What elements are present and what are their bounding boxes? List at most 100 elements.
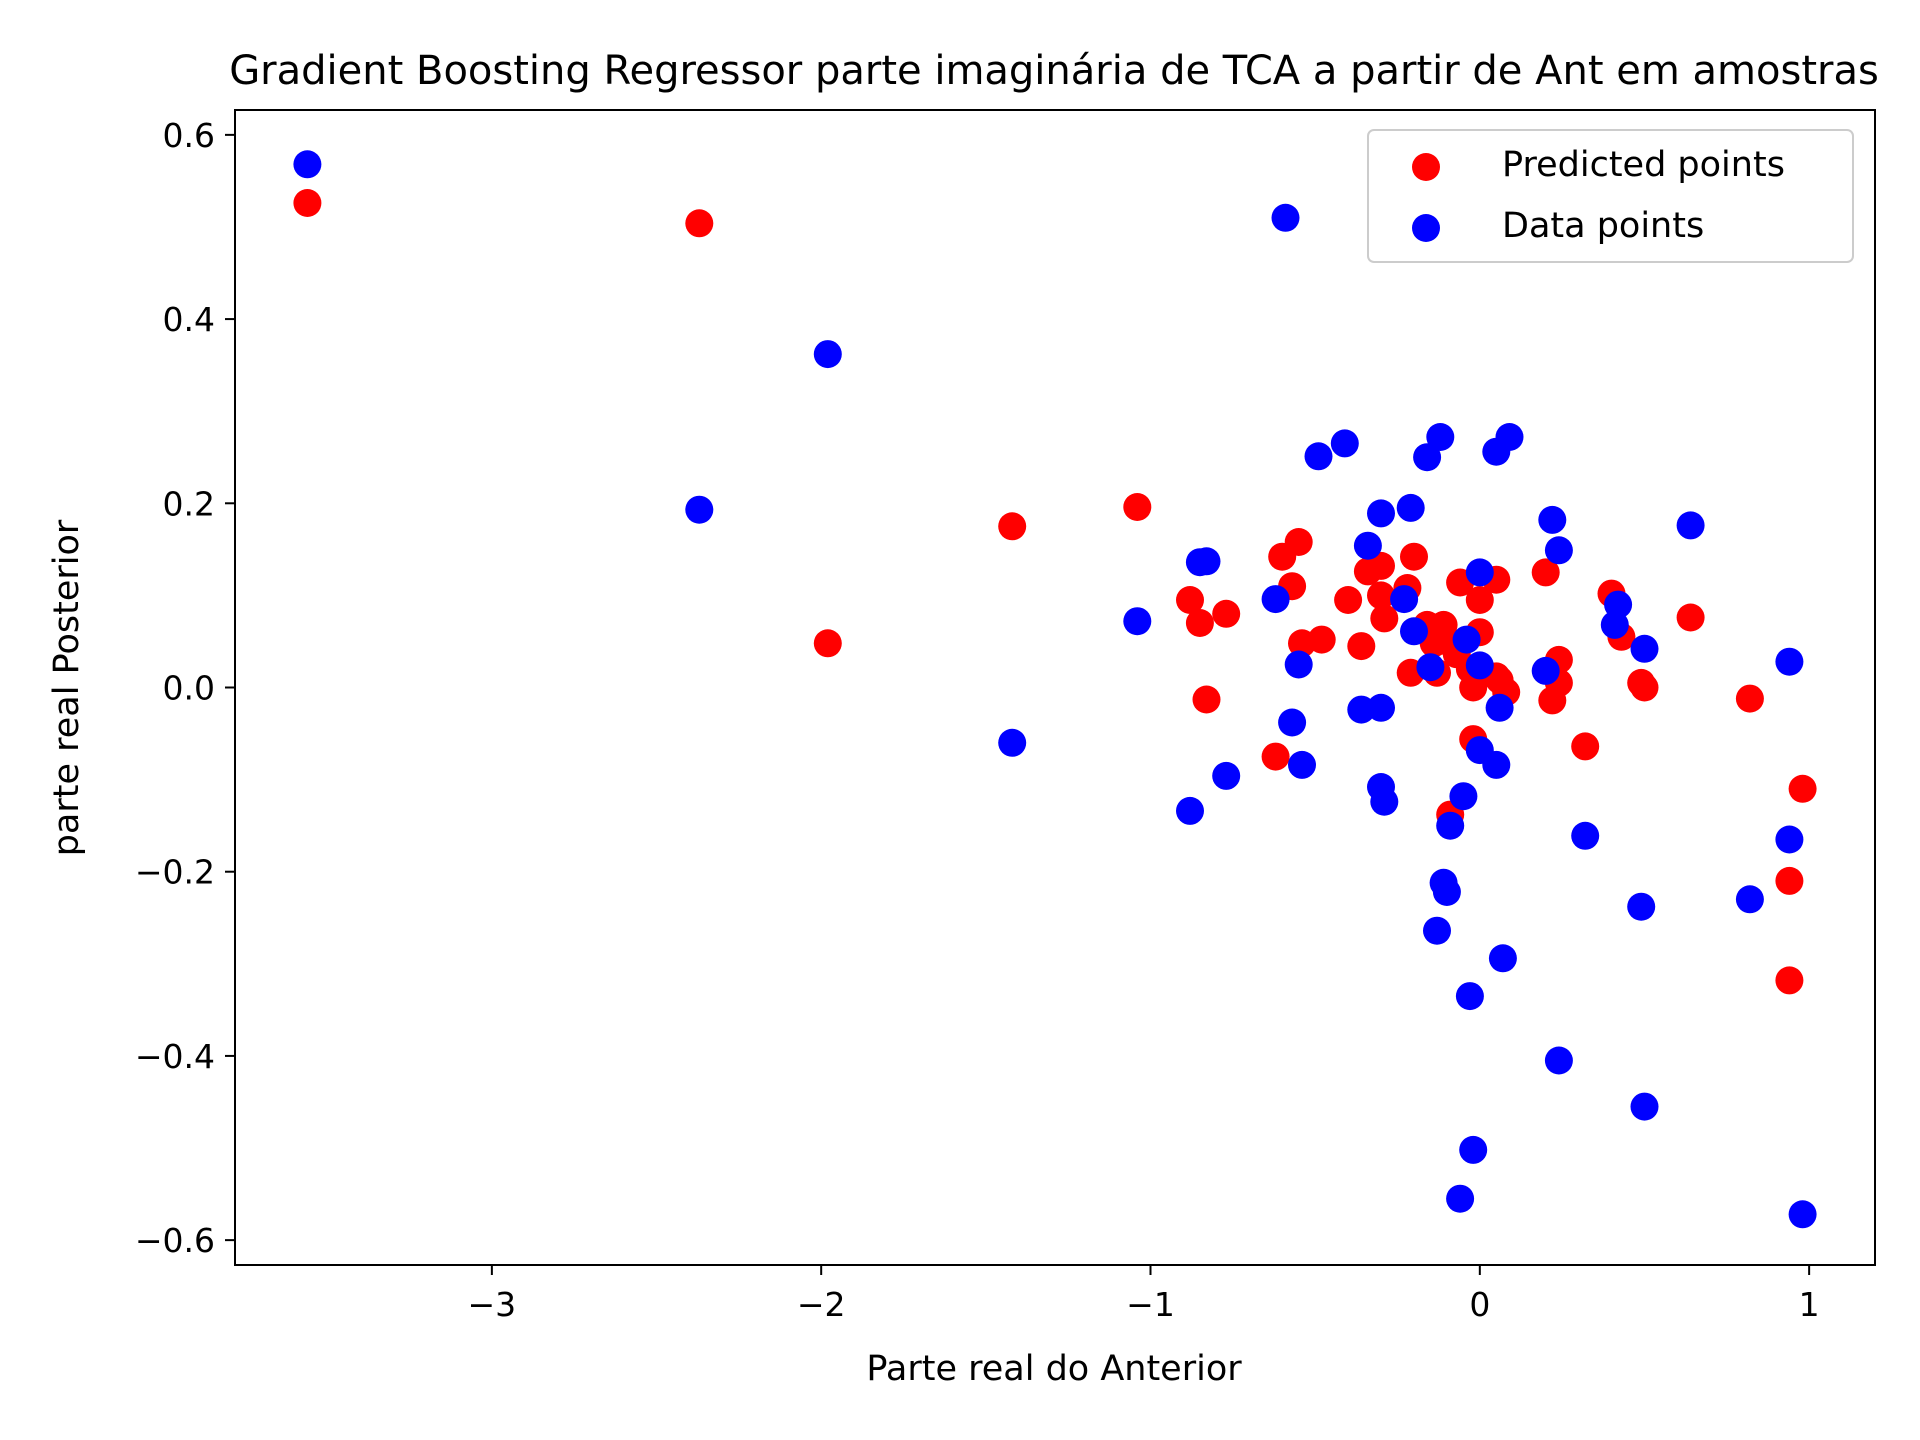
predicted-point-3 [998, 512, 1027, 541]
data-point-32 [1446, 1184, 1475, 1213]
data-point-9 [1261, 585, 1290, 614]
data-point-44 [1495, 423, 1524, 451]
data-point-17 [1353, 531, 1382, 560]
predicted-point-34 [1459, 673, 1488, 702]
predicted-point-35 [1465, 586, 1494, 614]
legend-box [1367, 129, 1854, 263]
x-axis-ticks: −3 −2 −1 0 1 [468, 1265, 1820, 1324]
data-point-21 [1370, 787, 1399, 816]
predicted-point-22 [1400, 542, 1428, 571]
predicted-point-18 [1367, 551, 1395, 580]
data-point-8 [1212, 761, 1241, 790]
data-point-49 [1571, 821, 1600, 850]
y-tick-label-2: 0.2 [163, 484, 215, 523]
data-point-33 [1449, 782, 1478, 811]
data-point-3 [998, 728, 1027, 757]
data-point-52 [1627, 892, 1656, 921]
data-point-36 [1459, 1135, 1488, 1164]
data-point-31 [1436, 811, 1465, 840]
y-tick-label-5: −0.4 [135, 1037, 215, 1076]
data-point-48 [1544, 1046, 1573, 1075]
y-axis-label: parte real Posterior [47, 519, 87, 856]
data-point-27 [1423, 916, 1451, 945]
data-point-15 [1330, 429, 1359, 458]
predicted-point-2 [813, 629, 842, 658]
legend-label-data: Data points [1502, 206, 1704, 246]
predicted-point-16 [1347, 632, 1376, 661]
data-point-35 [1455, 982, 1484, 1011]
y-tick-label-1: 0.4 [163, 300, 215, 339]
data-point-5 [1176, 796, 1204, 825]
data-point-57 [1775, 647, 1804, 676]
data-point-55 [1676, 511, 1705, 540]
data-point-43 [1488, 944, 1517, 973]
points-layer [293, 150, 1817, 1229]
data-point-51 [1604, 590, 1633, 619]
predicted-point-52 [1775, 866, 1804, 895]
data-point-22 [1390, 585, 1419, 614]
predicted-point-7 [1192, 685, 1221, 714]
data-point-7 [1192, 547, 1221, 576]
x-tick-label-2: −1 [1126, 1285, 1175, 1324]
predicted-point-9 [1261, 742, 1290, 771]
y-axis-ticks: 0.6 0.4 0.2 0.0 −0.2 −0.4 −0.6 [135, 116, 235, 1260]
data-point-4 [1123, 607, 1152, 636]
data-point-54 [1630, 634, 1659, 663]
legend-label-predicted: Predicted points [1502, 145, 1785, 185]
data-point-28 [1426, 423, 1455, 451]
data-point-12 [1284, 650, 1313, 679]
predicted-point-45 [1571, 732, 1600, 761]
data-point-56 [1735, 885, 1764, 914]
data-point-1 [685, 495, 714, 524]
data-point-13 [1288, 750, 1316, 779]
data-point-11 [1278, 708, 1307, 737]
predicted-point-5 [1176, 586, 1204, 614]
y-tick-label-3: 0.0 [163, 669, 215, 708]
data-point-58 [1775, 825, 1804, 854]
y-tick-label-0: 0.6 [163, 116, 215, 155]
x-tick-label-1: −2 [797, 1285, 846, 1324]
predicted-point-14 [1307, 625, 1336, 654]
data-point-59 [1788, 1200, 1817, 1229]
data-point-2 [813, 340, 842, 369]
predicted-point-6 [1185, 609, 1214, 637]
x-tick-label-3: 0 [1469, 1285, 1490, 1324]
predicted-point-12 [1284, 528, 1313, 556]
data-point-23 [1396, 493, 1425, 522]
data-point-46 [1538, 505, 1567, 534]
predicted-point-20 [1370, 604, 1399, 633]
predicted-point-51 [1735, 684, 1764, 713]
y-tick-label-6: −0.6 [135, 1221, 215, 1260]
predicted-point-15 [1334, 586, 1363, 614]
data-point-26 [1416, 653, 1445, 682]
data-point-10 [1271, 203, 1300, 232]
x-axis-label: Parte real do Anterior [866, 1349, 1242, 1389]
predicted-point-53 [1775, 966, 1804, 995]
predicted-point-4 [1123, 493, 1152, 521]
predicted-point-41 [1531, 558, 1560, 587]
legend-marker-data [1412, 214, 1440, 242]
y-tick-label-4: −0.2 [135, 853, 215, 892]
data-point-40 [1482, 750, 1511, 779]
data-point-30 [1432, 878, 1461, 906]
predicted-point-19 [1367, 581, 1395, 610]
predicted-point-0 [293, 189, 322, 217]
data-point-18 [1367, 499, 1395, 528]
predicted-point-1 [685, 209, 714, 238]
data-point-37 [1465, 558, 1494, 587]
data-point-39 [1465, 651, 1494, 680]
data-point-45 [1531, 656, 1560, 685]
data-point-25 [1413, 443, 1442, 472]
data-point-0 [293, 150, 322, 179]
data-point-53 [1630, 1092, 1659, 1121]
data-point-24 [1400, 617, 1428, 646]
data-point-34 [1452, 625, 1481, 654]
predicted-point-54 [1788, 774, 1817, 803]
predicted-point-49 [1630, 673, 1659, 702]
legend: Predicted points Data points [1367, 129, 1854, 263]
predicted-point-8 [1212, 599, 1241, 628]
data-point-19 [1367, 693, 1395, 722]
x-tick-label-0: −3 [468, 1285, 517, 1324]
x-tick-label-4: 1 [1799, 1285, 1820, 1324]
